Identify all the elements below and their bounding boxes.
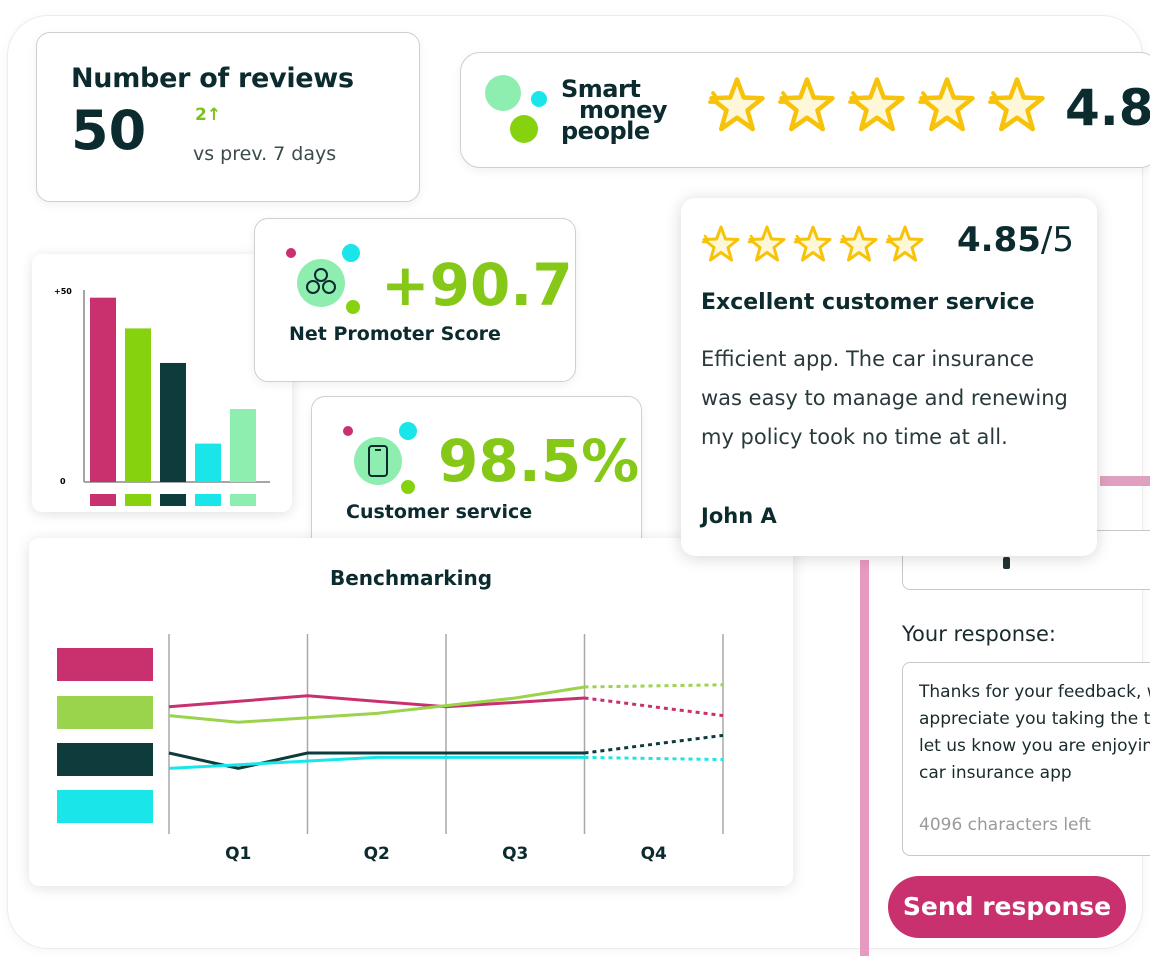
nps-card: +90.7 Net Promoter Score xyxy=(254,218,576,382)
bar xyxy=(195,443,221,482)
response-text: Thanks for your feedback, we appreciate … xyxy=(919,682,1150,783)
star-icon xyxy=(701,225,740,262)
brand-card: Smart money people 4.8 xyxy=(460,52,1150,168)
send-response-button[interactable]: Send response xyxy=(888,876,1126,938)
review-score-value: 4.85 xyxy=(957,220,1041,260)
series-forecast-line xyxy=(584,683,724,689)
brand-name: Smart money people xyxy=(561,75,668,145)
reviews-delta-value: 2 xyxy=(195,105,207,125)
brand-name-line3: people xyxy=(561,117,650,145)
brand-name-line2: money xyxy=(579,96,668,124)
response-textarea[interactable]: Thanks for your feedback, we appreciate … xyxy=(902,662,1150,856)
legend-swatch xyxy=(57,790,153,823)
series-line xyxy=(168,755,585,770)
legend-swatch xyxy=(57,696,153,729)
smart-money-people-logo-icon xyxy=(485,75,547,143)
arrow-up-icon: ↑ xyxy=(206,105,222,125)
benchmarking-title: Benchmarking xyxy=(329,566,493,590)
legend-swatch xyxy=(57,743,153,776)
brand-stars xyxy=(707,75,1047,135)
x-tick-label: Q2 xyxy=(364,844,390,864)
reviews-subtitle: vs prev. 7 days xyxy=(193,143,337,165)
nps-label: Net Promoter Score xyxy=(289,323,501,345)
star-icon xyxy=(885,225,924,262)
bar-chart-card: +50 0 xyxy=(32,254,292,512)
response-panel-accent xyxy=(860,560,869,956)
bar-legend-swatch xyxy=(160,494,186,506)
star-icon xyxy=(848,77,905,132)
reviews-title: Number of reviews xyxy=(71,63,354,94)
review-body: Efficient app. The car insurance was eas… xyxy=(701,347,1068,449)
benchmarking-card: Benchmarking Q1 Q2 Q3 Q4 xyxy=(29,538,793,886)
customer-service-value: 98.5% xyxy=(438,427,640,495)
bar-legend-swatch xyxy=(195,494,221,506)
x-tick-label: Q1 xyxy=(225,844,251,864)
star-icon xyxy=(793,225,832,262)
review-author: John A xyxy=(701,504,777,528)
bar-chart: +50 0 xyxy=(54,287,270,506)
series-forecast-line xyxy=(584,696,724,718)
star-icon xyxy=(708,77,765,132)
bar-legend-swatch xyxy=(125,494,151,506)
series-line xyxy=(168,751,585,770)
customer-service-card: 98.5% Customer service xyxy=(311,396,642,560)
bar xyxy=(230,409,256,482)
star-icon xyxy=(839,225,878,262)
series-line xyxy=(168,694,585,709)
benchmarking-chart: Q1 Q2 Q3 Q4 xyxy=(57,634,724,864)
review-score: 4.85/5 xyxy=(957,220,1074,260)
x-tick-label: Q4 xyxy=(641,844,667,864)
response-character-counter: 4096 characters left xyxy=(919,815,1091,835)
star-icon xyxy=(747,225,786,262)
bar-legend-swatch xyxy=(230,494,256,506)
review-title: Excellent customer service xyxy=(701,290,1035,315)
brand-rating: 4.8 xyxy=(1065,79,1150,137)
series-forecast-line xyxy=(584,733,724,755)
review-card: 4.85/5 Excellent customer service Effici… xyxy=(681,198,1097,556)
reviews-delta: 2↑ xyxy=(195,105,221,125)
faces-icon xyxy=(286,244,360,314)
legend-swatch xyxy=(57,648,153,681)
bar xyxy=(125,328,151,482)
customer-service-label: Customer service xyxy=(346,501,533,523)
star-icon xyxy=(988,77,1045,132)
bar-legend-swatch xyxy=(90,494,116,506)
bar xyxy=(90,297,116,482)
x-tick-label: Q3 xyxy=(502,844,528,864)
review-stars xyxy=(701,224,925,264)
nps-value: +90.7 xyxy=(381,251,573,319)
bar-tick-label: +50 xyxy=(54,287,72,296)
bar xyxy=(160,362,186,482)
response-label: Your response: xyxy=(902,622,1056,646)
bar-tick-label: 0 xyxy=(60,477,66,486)
star-icon xyxy=(778,77,835,132)
series-line xyxy=(168,685,585,724)
response-panel-divider xyxy=(1100,476,1150,486)
reviews-count: 50 xyxy=(71,99,147,162)
brand-name-line1: Smart xyxy=(561,75,641,103)
series-forecast-line xyxy=(584,755,724,762)
review-score-max: /5 xyxy=(1040,220,1074,260)
star-icon xyxy=(918,77,975,132)
phone-icon xyxy=(343,422,417,494)
reviews-card: Number of reviews 50 2↑ vs prev. 7 days xyxy=(36,32,420,202)
